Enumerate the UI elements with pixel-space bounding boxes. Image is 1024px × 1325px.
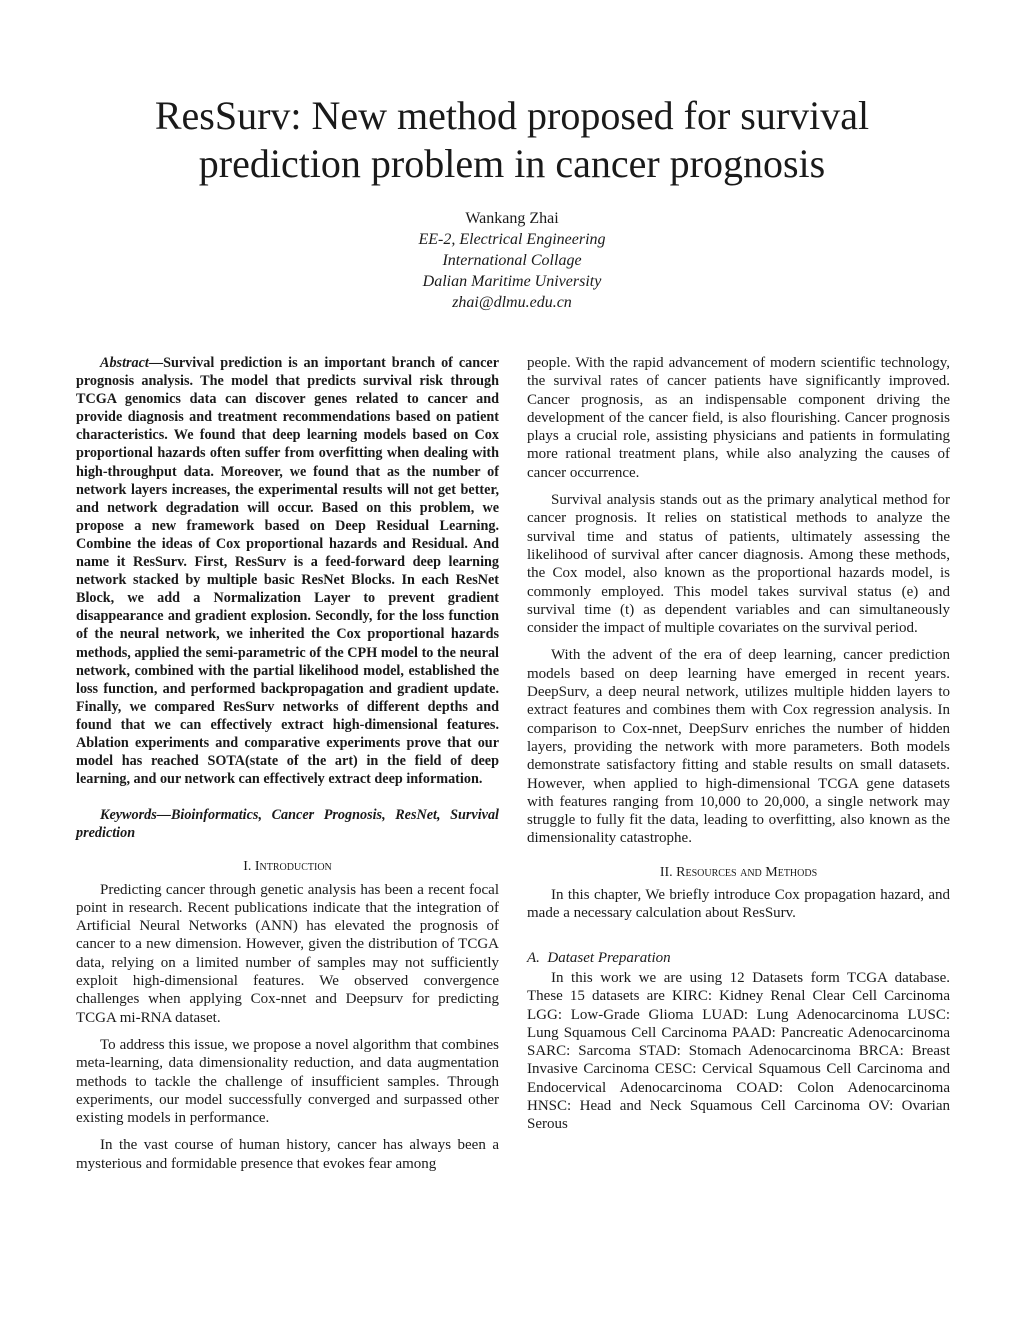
paragraph: To address this issue, we propose a nove… [76, 1036, 499, 1127]
subsection-label: A. [527, 949, 540, 966]
abstract-text: —Survival prediction is an important bra… [76, 355, 499, 788]
abstract: Abstract—Survival prediction is an impor… [76, 354, 499, 788]
section-heading-intro: I. Introduction [76, 858, 499, 876]
title-line-1: ResSurv: New method proposed for surviva… [154, 93, 870, 138]
subsection-title: Dataset Preparation [547, 949, 671, 966]
right-column: people. With the rapid advancement of mo… [527, 354, 950, 1143]
author-email: zhai@dlmu.edu.cn [452, 294, 572, 311]
section-title: Resources and Methods [676, 864, 818, 880]
author-name: Wankang Zhai [465, 210, 559, 227]
paragraph: In the vast course of human history, can… [76, 1137, 499, 1172]
paragraph: Survival analysis stands out as the prim… [527, 492, 950, 637]
author-university: Dalian Maritime University [422, 273, 602, 290]
subsection-heading: A. Dataset Preparation [527, 949, 950, 967]
paragraph: people. With the rapid advancement of mo… [527, 355, 950, 481]
keywords-label: Keywords [100, 807, 157, 824]
section-heading-methods: II. Resources and Methods [527, 864, 950, 882]
title-line-2: prediction problem in cancer prognosis [198, 141, 826, 186]
author-dept: EE-2, Electrical Engineering [418, 231, 606, 248]
section-title: Introduction [254, 859, 332, 875]
paragraph: With the advent of the era of deep learn… [527, 647, 950, 847]
paragraph: In this work we are using 12 Datasets fo… [527, 969, 950, 1133]
abstract-label: Abstract [100, 355, 149, 371]
keywords-text: —Bioinformatics, Cancer Prognosis, ResNe… [76, 807, 499, 842]
paragraph: In this chapter, We briefly introduce Co… [527, 887, 950, 922]
paper-title: ResSurv: New method proposed for surviva… [0, 92, 1024, 188]
paragraph: Predicting cancer through genetic analys… [76, 881, 499, 1026]
section-number: I. [243, 859, 252, 875]
author-college: International Collage [442, 252, 582, 269]
keywords: Keywords—Bioinformatics, Cancer Prognosi… [76, 806, 499, 842]
author-block: Wankang Zhai EE-2, Electrical Engineerin… [0, 208, 1024, 313]
left-column: Abstract—Survival prediction is an impor… [76, 354, 499, 1182]
section-number: II. [659, 864, 673, 880]
